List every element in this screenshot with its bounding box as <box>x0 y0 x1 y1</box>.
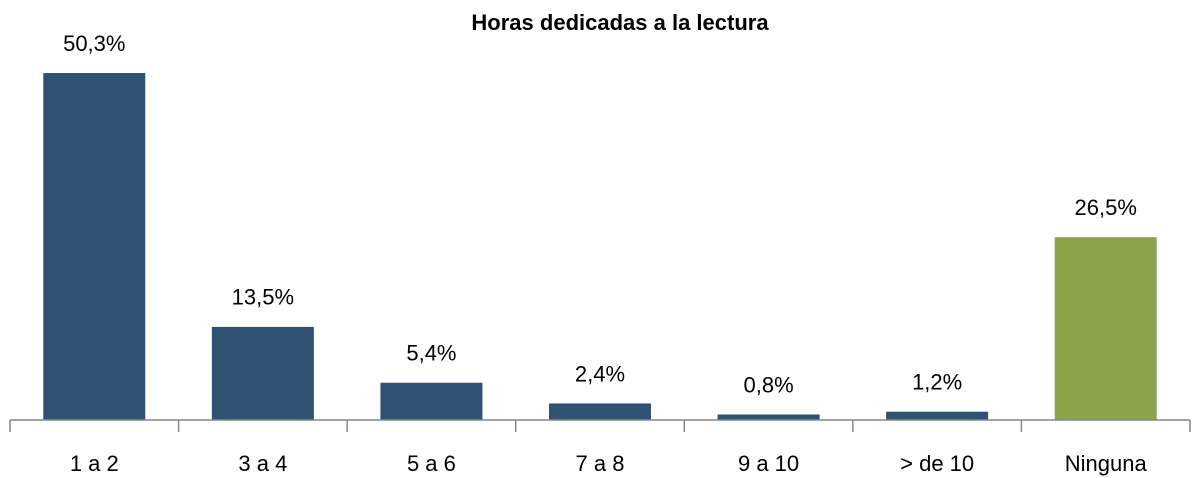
bar <box>211 326 314 420</box>
bar <box>1054 237 1157 420</box>
x-tick-label: 1 a 2 <box>70 451 119 476</box>
value-label: 0,8% <box>743 372 793 397</box>
x-tick-label: 3 a 4 <box>238 451 287 476</box>
bar <box>43 73 146 420</box>
x-tick-label: Ninguna <box>1065 451 1148 476</box>
bar <box>380 382 483 420</box>
value-label: 50,3% <box>63 31 125 56</box>
value-label: 26,5% <box>1075 195 1137 220</box>
x-tick-label: 9 a 10 <box>738 451 799 476</box>
value-label: 13,5% <box>232 285 294 310</box>
value-label: 2,4% <box>575 361 625 386</box>
bar <box>886 411 989 420</box>
x-tick-label: > de 10 <box>900 451 974 476</box>
x-tick-label: 7 a 8 <box>576 451 625 476</box>
value-label: 5,4% <box>406 341 456 366</box>
x-tick-label: 5 a 6 <box>407 451 456 476</box>
value-label: 1,2% <box>912 370 962 395</box>
bar <box>717 414 820 420</box>
chart-title: Horas dedicadas a la lectura <box>471 10 769 35</box>
bar <box>549 403 651 420</box>
